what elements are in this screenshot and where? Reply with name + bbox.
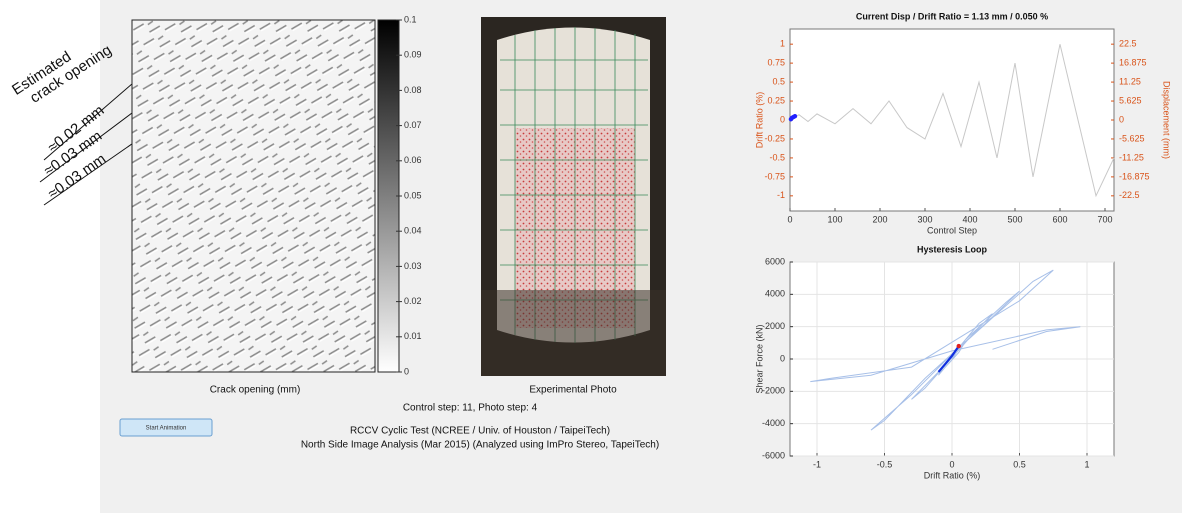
y-tick-label: -1: [777, 190, 785, 200]
charts: 0 100 200 300 400 500 600 700-1-0.75-0.5-0.2500…: [754, 11, 1171, 480]
y-axis-label: Shear Force (kN): [754, 324, 764, 393]
y2-tick-label: 16.875: [1119, 58, 1147, 68]
y-tick-label: 0: [780, 353, 785, 363]
colorbar-tick-label: 0: [404, 366, 409, 376]
y-tick-label: -0.25: [764, 133, 785, 143]
x-tick-label: 200: [872, 214, 887, 224]
y-tick-label: -2000: [762, 386, 785, 396]
chart-title: Current Disp / Drift Ratio = 1.13 mm / 0…: [856, 11, 1048, 21]
info-line: RCCV Cyclic Test (NCREE / Univ. of Houst…: [350, 426, 610, 437]
y-tick-label: 6000: [765, 256, 785, 266]
y2-tick-label: -11.25: [1119, 152, 1144, 162]
y-tick-label: 1: [780, 39, 785, 49]
button-label[interactable]: Start Animation: [146, 426, 187, 432]
y-tick-label: -0.5: [769, 152, 785, 162]
y2-tick-label: -22.5: [1119, 190, 1140, 200]
x-tick-label: -1: [813, 459, 821, 469]
y-tick-label: -6000: [762, 450, 785, 460]
colorbar-tick-label: 0.02: [404, 296, 422, 306]
x-tick-label: -0.5: [877, 459, 893, 469]
colorbar-tick-label: 0.05: [404, 190, 422, 200]
y-tick-label: -4000: [762, 418, 785, 428]
x-tick-label: 500: [1007, 214, 1022, 224]
status-text: Control step: 11, Photo step: 4: [403, 403, 538, 414]
y-tick-label: 0.75: [767, 58, 785, 68]
x-tick-label: 400: [962, 214, 977, 224]
y2-tick-label: 11.25: [1119, 76, 1141, 86]
x-tick-label: 300: [917, 214, 932, 224]
colorbar-tick-label: 0.04: [404, 226, 422, 236]
y-tick-label: 0: [780, 114, 785, 124]
y-axis-label: Drift Ratio (%): [754, 92, 764, 149]
x-tick-label: 0.5: [1013, 459, 1026, 469]
x-tick-label: 600: [1052, 214, 1067, 224]
y-tick-label: 0.5: [772, 76, 785, 86]
y2-tick-label: -5.625: [1119, 133, 1145, 143]
x-tick-label: 0: [949, 459, 954, 469]
data-line: [789, 44, 1115, 198]
y-tick-label: -0.75: [764, 171, 785, 181]
data-line: [937, 345, 960, 373]
data-point: [792, 114, 798, 119]
data-point: [956, 343, 961, 349]
info-line: North Side Image Analysis (Mar 2015) (An…: [301, 440, 659, 451]
x-axis-label: Drift Ratio (%): [924, 470, 981, 480]
colorbar: [377, 19, 400, 373]
x-tick-label: 1: [1084, 459, 1089, 469]
colorbar-ticks: 0 0.01 0.02 0.03 0.04 0.05 0.06 0.07 0.08 0.09 0.1: [396, 14, 422, 376]
start-button[interactable]: Start Animation: [119, 418, 213, 437]
colorbar-tick-label: 0.03: [404, 261, 422, 271]
colorbar-tick-label: 0.06: [404, 155, 422, 165]
y2-tick-label: 5.625: [1119, 95, 1142, 105]
experimental-photo: [481, 17, 666, 376]
y2-tick-label: -16.875: [1119, 171, 1150, 181]
y2-tick-label: 22.5: [1119, 39, 1137, 49]
x-tick-label: 0: [787, 214, 792, 224]
y-tick-label: 2000: [765, 321, 785, 331]
colorbar-tick-label: 0.08: [404, 85, 422, 95]
chart-title: Hysteresis Loop: [917, 244, 988, 254]
y-tick-label: 0.25: [767, 95, 785, 105]
x-tick-label: 700: [1097, 214, 1112, 224]
x-tick-label: 100: [827, 214, 842, 224]
crack-caption: Crack opening (mm): [210, 385, 301, 396]
x-axis-label: Control Step: [927, 225, 977, 235]
y-tick-label: 4000: [765, 289, 785, 299]
crack-image: [131, 19, 376, 373]
colorbar-tick-label: 0.09: [404, 50, 422, 60]
colorbar-tick-label: 0.1: [404, 14, 417, 24]
y2-axis-label: Displacement (mm): [1162, 81, 1172, 159]
y2-tick-label: 0: [1119, 114, 1124, 124]
colorbar-tick-label: 0.01: [404, 331, 422, 341]
colorbar-tick-label: 0.07: [404, 120, 422, 130]
photo-caption: Experimental Photo: [529, 385, 617, 396]
button-face[interactable]: [119, 418, 213, 437]
